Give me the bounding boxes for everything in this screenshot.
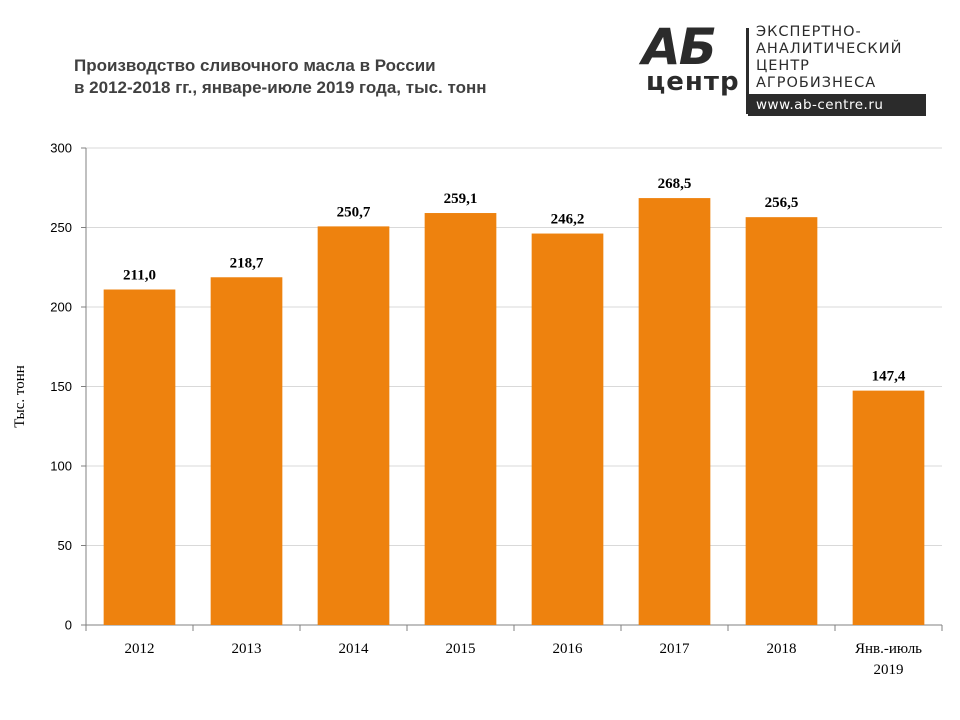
- logo-line-1: ЭКСПЕРТНО-: [756, 24, 862, 40]
- y-tick-label: 100: [50, 459, 72, 474]
- data-label: 268,5: [658, 176, 692, 192]
- data-label: 256,5: [765, 195, 799, 211]
- bar: [745, 217, 818, 626]
- bar: [638, 198, 711, 625]
- x-tick-label: 2014: [339, 641, 370, 657]
- chart-title-line-2: в 2012-2018 гг., январе-июле 2019 года, …: [74, 78, 487, 97]
- data-label: 218,7: [230, 255, 264, 271]
- chart-title: Производство сливочного масла в России в…: [74, 55, 487, 99]
- data-label: 147,4: [872, 369, 906, 385]
- logo-text: ЭКСПЕРТНО- АНАЛИТИЧЕСКИЙ ЦЕНТР АГРОБИЗНЕ…: [756, 24, 902, 92]
- y-tick-label: 300: [50, 141, 72, 156]
- bar: [210, 277, 283, 625]
- logo-mark: АБ: [642, 18, 717, 76]
- bar: [531, 233, 604, 626]
- y-tick-label: 150: [50, 379, 72, 394]
- y-tick-label: 250: [50, 220, 72, 235]
- bar: [317, 226, 390, 625]
- data-label: 211,0: [123, 268, 156, 284]
- x-tick-label: 2013: [232, 641, 262, 657]
- y-tick-label: 0: [65, 618, 72, 633]
- x-tick-label: 2018: [767, 641, 797, 657]
- x-tick-label: 2016: [553, 641, 584, 657]
- y-tick-label: 50: [58, 538, 72, 553]
- y-tick-label: 200: [50, 300, 72, 315]
- logo-line-4: АГРОБИЗНЕСА: [756, 75, 877, 91]
- x-tick-label: Янв.-июль: [855, 641, 922, 657]
- x-tick-label: 2012: [125, 641, 155, 657]
- ab-centre-logo: АБ центр ЭКСПЕРТНО- АНАЛИТИЧЕСКИЙ ЦЕНТР …: [642, 22, 932, 118]
- logo-mark-sub: центр: [646, 67, 740, 97]
- bar: [424, 213, 497, 625]
- chart-title-line-1: Производство сливочного масла в России: [74, 56, 436, 75]
- bar: [103, 289, 176, 625]
- data-label: 250,7: [337, 204, 371, 220]
- x-tick-label: 2015: [446, 641, 476, 657]
- bar: [852, 390, 925, 625]
- y-axis-label: Тыс. тонн: [12, 365, 28, 428]
- data-label: 259,1: [444, 191, 478, 207]
- logo-line-2: АНАЛИТИЧЕСКИЙ: [756, 41, 903, 57]
- logo-line-3: ЦЕНТР: [756, 58, 810, 74]
- logo-url: www.ab-centre.ru: [748, 94, 926, 116]
- data-label: 246,2: [551, 212, 585, 228]
- logo-divider: [746, 28, 749, 114]
- x-tick-label: 2019: [874, 662, 904, 678]
- x-tick-label: 2017: [660, 641, 691, 657]
